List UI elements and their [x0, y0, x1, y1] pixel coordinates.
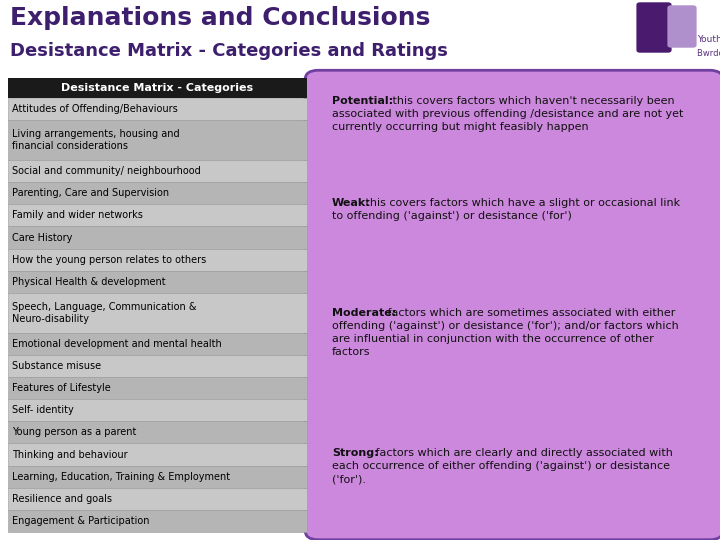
- Text: Living arrangements, housing and
financial considerations: Living arrangements, housing and financi…: [12, 129, 179, 151]
- Bar: [8, 465, 307, 488]
- Bar: [8, 510, 307, 532]
- Bar: [8, 160, 307, 182]
- FancyBboxPatch shape: [667, 5, 696, 48]
- Bar: [8, 488, 307, 510]
- Text: Attitudes of Offending/Behaviours: Attitudes of Offending/Behaviours: [12, 104, 178, 114]
- Text: Care History: Care History: [12, 233, 73, 242]
- Text: offending ('against') or desistance ('for'); and/or factors which: offending ('against') or desistance ('fo…: [332, 321, 679, 331]
- Text: Engagement & Participation: Engagement & Participation: [12, 516, 150, 526]
- Bar: [8, 98, 307, 120]
- Text: factors which are clearly and directly associated with: factors which are clearly and directly a…: [372, 448, 673, 458]
- Bar: [8, 248, 307, 271]
- Bar: [8, 377, 307, 399]
- Text: Moderate:: Moderate:: [332, 308, 396, 318]
- Text: Family and wider networks: Family and wider networks: [12, 211, 143, 220]
- Text: each occurrence of either offending ('against') or desistance: each occurrence of either offending ('ag…: [332, 461, 670, 471]
- Text: Young person as a parent: Young person as a parent: [12, 427, 136, 437]
- Text: Weak:: Weak:: [332, 198, 371, 208]
- Text: factors: factors: [332, 347, 371, 357]
- Text: Features of Lifestyle: Features of Lifestyle: [12, 383, 111, 393]
- Text: currently occurring but might feasibly happen: currently occurring but might feasibly h…: [332, 122, 589, 132]
- Text: Social and community/ neighbourhood: Social and community/ neighbourhood: [12, 166, 201, 176]
- Bar: [8, 333, 307, 355]
- Text: Speech, Language, Communication &
Neuro-disability: Speech, Language, Communication & Neuro-…: [12, 302, 197, 324]
- Bar: [8, 421, 307, 443]
- Text: Physical Health & development: Physical Health & development: [12, 277, 166, 287]
- Text: this covers factors which have a slight or occasional link: this covers factors which have a slight …: [361, 198, 680, 208]
- Text: associated with previous offending /desistance and are not yet: associated with previous offending /desi…: [332, 109, 683, 119]
- Bar: [8, 399, 307, 421]
- FancyBboxPatch shape: [305, 70, 720, 539]
- Text: Substance misuse: Substance misuse: [12, 361, 101, 371]
- Text: Desistance Matrix - Categories and Ratings: Desistance Matrix - Categories and Ratin…: [10, 42, 448, 60]
- Bar: [8, 182, 307, 204]
- Text: Youth Justice Board: Youth Justice Board: [697, 36, 720, 44]
- Text: How the young person relates to others: How the young person relates to others: [12, 255, 206, 265]
- Bar: [8, 443, 307, 465]
- Bar: [8, 120, 307, 160]
- Text: Thinking and behaviour: Thinking and behaviour: [12, 449, 127, 460]
- Text: Explanations and Conclusions: Explanations and Conclusions: [10, 6, 431, 30]
- Text: Emotional development and mental health: Emotional development and mental health: [12, 339, 222, 349]
- Text: Self- identity: Self- identity: [12, 405, 73, 415]
- Text: factors which are sometimes associated with either: factors which are sometimes associated w…: [384, 308, 675, 318]
- Text: ('for').: ('for').: [332, 474, 366, 484]
- Bar: [8, 204, 307, 226]
- Text: are influential in conjunction with the occurrence of other: are influential in conjunction with the …: [332, 334, 654, 344]
- Text: to offending ('against') or desistance ('for'): to offending ('against') or desistance (…: [332, 211, 572, 221]
- Text: Bwrdd Cyfiawnder Ieuenctid: Bwrdd Cyfiawnder Ieuenctid: [697, 49, 720, 57]
- Text: Potential:: Potential:: [332, 96, 393, 106]
- FancyBboxPatch shape: [636, 2, 672, 53]
- Bar: [8, 355, 307, 377]
- Bar: [8, 226, 307, 248]
- Text: Strong:: Strong:: [332, 448, 379, 458]
- Text: Desistance Matrix - Categories: Desistance Matrix - Categories: [61, 83, 253, 93]
- Text: this covers factors which haven't necessarily been: this covers factors which haven't necess…: [389, 96, 675, 106]
- Bar: [8, 271, 307, 293]
- Text: Resilience and goals: Resilience and goals: [12, 494, 112, 504]
- Bar: [8, 293, 307, 333]
- Text: Parenting, Care and Supervision: Parenting, Care and Supervision: [12, 188, 169, 198]
- Text: Learning, Education, Training & Employment: Learning, Education, Training & Employme…: [12, 471, 230, 482]
- Bar: [8, 78, 307, 98]
